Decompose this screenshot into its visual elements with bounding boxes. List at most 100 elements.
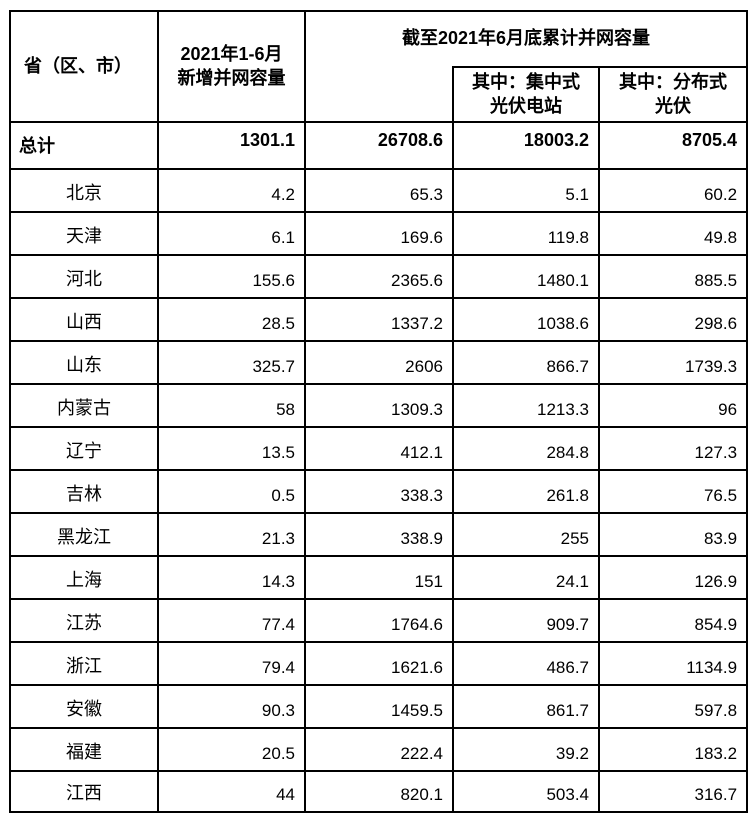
value-cell: 151 (304, 555, 454, 600)
value-cell: 28.5 (157, 297, 306, 342)
province-cell: 吉林 (9, 469, 159, 514)
province-cell: 山东 (9, 340, 159, 385)
value-cell: 885.5 (597, 254, 749, 299)
province-cell: 福建 (9, 727, 159, 772)
table-row: 黑龙江 21.3 338.9 255 83.9 (9, 512, 749, 557)
pv-capacity-table: 省（区、市） 2021年1-6月 新增并网容量 截至2021年6月底累计并网容量… (9, 10, 749, 813)
header-distributed-line1: 其中：分布式 (619, 72, 728, 93)
value-cell: 169.6 (304, 211, 454, 256)
header-province-label: 省（区、市） (24, 55, 132, 76)
value-cell: 298.6 (597, 297, 749, 342)
header-centralized-line2: 光伏电站 (490, 95, 562, 116)
province-cell: 浙江 (9, 641, 159, 686)
value-cell: 284.8 (452, 426, 600, 471)
value-cell: 2606 (304, 340, 454, 385)
header-row-group: 省（区、市） 2021年1-6月 新增并网容量 截至2021年6月底累计并网容量 (9, 10, 749, 123)
value-cell: 155.6 (157, 254, 306, 299)
value-cell: 1337.2 (304, 297, 454, 342)
table-row: 福建 20.5 222.4 39.2 183.2 (9, 727, 749, 772)
value-cell: 13.5 (157, 426, 306, 471)
header-new-capacity: 2021年1-6月 新增并网容量 (157, 10, 306, 123)
value-cell: 60.2 (597, 168, 749, 213)
table-row: 吉林 0.5 338.3 261.8 76.5 (9, 469, 749, 514)
header-cumulative-total-empty (304, 67, 454, 123)
value-cell: 325.7 (157, 340, 306, 385)
value-cell: 486.7 (452, 641, 600, 686)
total-value-cell: 8705.4 (597, 121, 749, 170)
value-cell: 854.9 (597, 598, 749, 643)
table-row: 上海 14.3 151 24.1 126.9 (9, 555, 749, 600)
value-cell: 1213.3 (452, 383, 600, 428)
value-cell: 597.8 (597, 684, 749, 729)
value-cell: 44 (157, 770, 306, 813)
province-cell: 内蒙古 (9, 383, 159, 428)
value-cell: 24.1 (452, 555, 600, 600)
value-cell: 1038.6 (452, 297, 600, 342)
value-cell: 183.2 (597, 727, 749, 772)
header-distributed: 其中：分布式 光伏 (597, 66, 749, 123)
table-row: 江苏 77.4 1764.6 909.7 854.9 (9, 598, 749, 643)
header-distributed-line2: 光伏 (655, 95, 692, 116)
table-row: 内蒙古 58 1309.3 1213.3 96 (9, 383, 749, 428)
total-value-cell: 18003.2 (452, 121, 600, 170)
province-cell: 天津 (9, 211, 159, 256)
province-cell: 安徽 (9, 684, 159, 729)
value-cell: 126.9 (597, 555, 749, 600)
value-cell: 316.7 (597, 770, 749, 813)
total-value-cell: 1301.1 (157, 121, 306, 170)
value-cell: 4.2 (157, 168, 306, 213)
value-cell: 65.3 (304, 168, 454, 213)
value-cell: 14.3 (157, 555, 306, 600)
value-cell: 5.1 (452, 168, 600, 213)
value-cell: 503.4 (452, 770, 600, 813)
value-cell: 1134.9 (597, 641, 749, 686)
value-cell: 83.9 (597, 512, 749, 557)
table-row: 河北 155.6 2365.6 1480.1 885.5 (9, 254, 749, 299)
capacity-table-sheet: 省（区、市） 2021年1-6月 新增并网容量 截至2021年6月底累计并网容量… (9, 10, 749, 813)
value-cell: 412.1 (304, 426, 454, 471)
value-cell: 255 (452, 512, 600, 557)
value-cell: 1459.5 (304, 684, 454, 729)
header-centralized: 其中：集中式 光伏电站 (452, 66, 600, 123)
table-row: 辽宁 13.5 412.1 284.8 127.3 (9, 426, 749, 471)
table-row: 山西 28.5 1337.2 1038.6 298.6 (9, 297, 749, 342)
value-cell: 1739.3 (597, 340, 749, 385)
header-centralized-line1: 其中：集中式 (472, 72, 580, 93)
value-cell: 338.9 (304, 512, 454, 557)
table-row: 浙江 79.4 1621.6 486.7 1134.9 (9, 641, 749, 686)
province-cell: 江苏 (9, 598, 159, 643)
value-cell: 90.3 (157, 684, 306, 729)
value-cell: 127.3 (597, 426, 749, 471)
province-cell: 北京 (9, 168, 159, 213)
value-cell: 21.3 (157, 512, 306, 557)
value-cell: 1480.1 (452, 254, 600, 299)
value-cell: 261.8 (452, 469, 600, 514)
header-new-capacity-line2: 新增并网容量 (177, 67, 286, 88)
table-row: 江西 44 820.1 503.4 316.7 (9, 770, 749, 813)
value-cell: 76.5 (597, 469, 749, 514)
header-row-sub: 其中：集中式 光伏电站 其中：分布式 光伏 (10, 66, 749, 123)
value-cell: 119.8 (452, 211, 600, 256)
header-cumulative-group: 截至2021年6月底累计并网容量 (303, 10, 749, 67)
value-cell: 0.5 (157, 469, 306, 514)
province-cell: 江西 (9, 770, 159, 813)
total-row: 总计 1301.1 26708.6 18003.2 8705.4 (9, 121, 749, 170)
province-cell: 山西 (9, 297, 159, 342)
header-province: 省（区、市） (9, 10, 159, 123)
value-cell: 222.4 (304, 727, 454, 772)
total-label-cell: 总计 (9, 121, 159, 170)
value-cell: 861.7 (452, 684, 600, 729)
value-cell: 77.4 (157, 598, 306, 643)
header-cumulative-group-label: 截至2021年6月底累计并网容量 (401, 28, 651, 49)
value-cell: 2365.6 (304, 254, 454, 299)
table-row: 山东 325.7 2606 866.7 1739.3 (9, 340, 749, 385)
total-value-cell: 26708.6 (304, 121, 454, 170)
value-cell: 866.7 (452, 340, 600, 385)
province-cell: 河北 (9, 254, 159, 299)
value-cell: 20.5 (157, 727, 306, 772)
table-row: 安徽 90.3 1459.5 861.7 597.8 (9, 684, 749, 729)
table-row: 北京 4.2 65.3 5.1 60.2 (9, 168, 749, 213)
value-cell: 58 (157, 383, 306, 428)
value-cell: 49.8 (597, 211, 749, 256)
value-cell: 909.7 (452, 598, 600, 643)
